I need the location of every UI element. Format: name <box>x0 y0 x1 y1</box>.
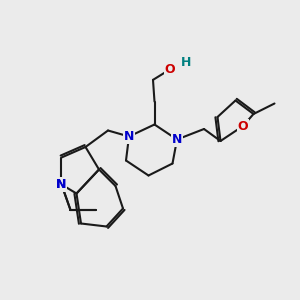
Text: H: H <box>181 56 191 69</box>
Text: O: O <box>238 119 248 133</box>
Text: N: N <box>56 178 67 191</box>
Text: N: N <box>56 178 67 191</box>
Text: N: N <box>172 133 182 146</box>
Text: N: N <box>124 130 134 143</box>
Text: O: O <box>164 63 175 76</box>
